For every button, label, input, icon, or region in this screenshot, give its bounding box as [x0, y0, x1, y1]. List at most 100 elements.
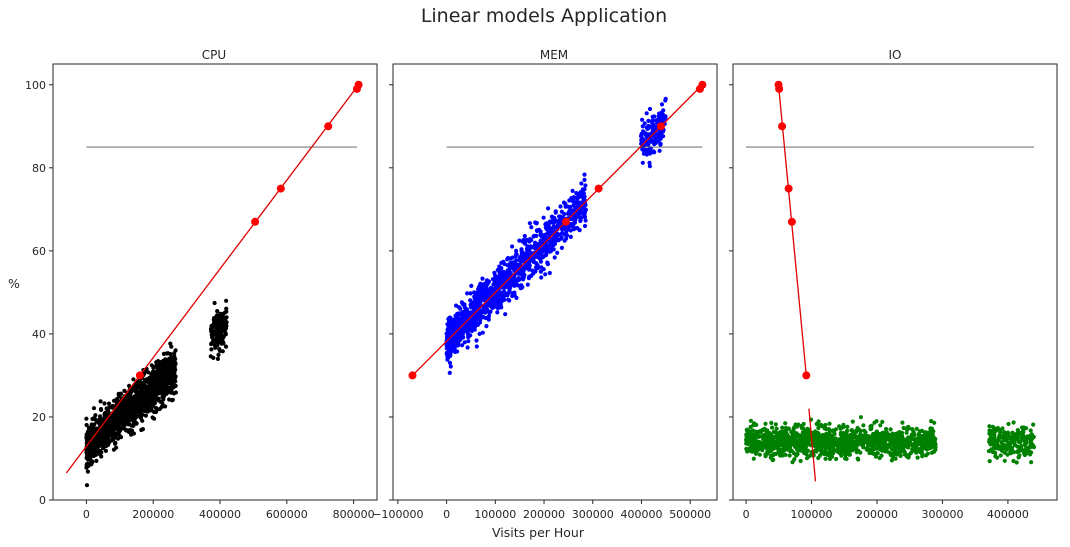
io-scatter-point — [820, 424, 825, 429]
io-scatter-point — [1018, 440, 1023, 445]
io-scatter-point — [1012, 442, 1017, 447]
cpu-scatter-point — [132, 418, 137, 423]
mem-scatter-point — [532, 233, 537, 238]
mem-scatter-point — [473, 324, 478, 329]
cpu-scatter-point — [223, 344, 229, 349]
io-scatter-point — [1019, 445, 1024, 450]
io-scatter-point — [776, 449, 781, 455]
mem-scatter-point — [541, 215, 546, 220]
mem-scatter-point — [652, 114, 657, 119]
mem-scatter-point — [448, 364, 453, 369]
mem-scatter-point — [472, 290, 477, 295]
io-scatter-point — [887, 438, 893, 443]
cpu-prediction-point — [324, 122, 333, 131]
io-scatter-point — [838, 426, 843, 431]
io-scatter-point — [771, 452, 776, 457]
mem-scatter-point — [497, 304, 502, 310]
mem-scatter-point — [460, 326, 465, 331]
cpu-scatter-point — [140, 418, 145, 423]
mem-x-tick-label: 0 — [443, 508, 450, 521]
cpu-scatter-point — [98, 399, 103, 404]
mem-scatter-point — [559, 245, 565, 250]
mem-scatter-point — [561, 200, 567, 205]
io-scatter-point — [821, 433, 826, 439]
cpu-scatter-point — [126, 403, 131, 408]
mem-scatter-point — [451, 326, 456, 331]
io-scatter-point — [1011, 458, 1016, 464]
io-scatter-point — [1019, 436, 1024, 441]
cpu-scatter-point — [133, 384, 138, 389]
io-scatter-point — [1008, 451, 1013, 456]
mem-scatter-point — [644, 125, 649, 130]
mem-prediction-point — [698, 80, 707, 89]
io-scatter-point — [1024, 426, 1029, 431]
cpu-scatter-point — [214, 316, 219, 321]
mem-scatter-point — [564, 236, 569, 241]
io-scatter-point — [894, 444, 899, 449]
io-scatter-point — [868, 424, 873, 429]
io-scatter-point — [914, 426, 919, 431]
cpu-scatter-point — [164, 360, 169, 365]
io-scatter-point — [794, 431, 799, 436]
mem-scatter-point — [552, 255, 557, 260]
cpu-scatter-point — [135, 401, 140, 406]
cpu-scatter-point — [149, 363, 154, 368]
cpu-y-tick-label: 20 — [32, 411, 46, 424]
mem-scatter-point — [457, 331, 462, 336]
mem-scatter-point — [538, 269, 544, 274]
mem-scatter-point — [519, 267, 524, 273]
cpu-scatter-point — [150, 404, 155, 409]
mem-scatter-point — [453, 313, 458, 318]
io-scatter-point — [987, 459, 992, 464]
io-scatter-point — [745, 427, 750, 432]
mem-scatter-point — [470, 304, 475, 309]
io-scatter-point — [823, 437, 829, 442]
io-scatter-point — [919, 439, 924, 444]
io-scatter-point — [990, 428, 995, 434]
mem-scatter-point — [445, 327, 450, 332]
io-scatter-point — [902, 439, 907, 444]
mem-scatter-point — [556, 238, 561, 243]
mem-scatter-point — [488, 309, 493, 314]
cpu-y-tick-label: 100 — [25, 79, 46, 92]
cpu-scatter-point — [161, 377, 166, 382]
io-scatter-point — [929, 419, 934, 424]
cpu-y-tick-label: 80 — [32, 162, 46, 175]
cpu-scatter-point — [213, 342, 218, 347]
cpu-scatter-point — [99, 454, 104, 459]
cpu-scatter-point — [84, 422, 89, 428]
cpu-panel: CPU 0 20 40 60 80 100 0 200000 400000 600000 80000… — [25, 48, 378, 521]
io-scatter-point — [803, 440, 808, 445]
io-scatter-point — [840, 435, 845, 440]
io-scatter-point — [1015, 428, 1020, 433]
io-scatter-point — [805, 448, 811, 453]
cpu-scatter-point — [168, 352, 173, 357]
io-scatter-point — [884, 431, 889, 436]
io-scatter-point — [794, 424, 800, 429]
io-scatter-point — [880, 419, 885, 424]
mem-scatter-point — [503, 312, 508, 317]
cpu-scatter-point — [142, 409, 147, 414]
io-scatter-point — [987, 431, 992, 436]
mem-scatter-point — [565, 204, 571, 209]
io-scatter-point — [770, 425, 775, 430]
mem-scatter-point — [548, 241, 553, 246]
mem-scatter-point — [657, 148, 662, 153]
cpu-scatter-point — [159, 367, 164, 372]
mem-scatter-point — [447, 370, 452, 375]
mem-scatter-point — [519, 283, 524, 288]
io-scatter-point — [817, 446, 823, 451]
cpu-scatter-point — [131, 377, 136, 382]
cpu-scatter-point — [109, 419, 114, 424]
io-fit-line — [777, 84, 807, 376]
io-scatter-point — [1029, 460, 1034, 465]
io-scatter-point — [910, 443, 916, 448]
io-scatter-point — [752, 449, 757, 454]
cpu-scatter-point — [129, 423, 134, 428]
io-scatter-point — [793, 442, 799, 447]
io-scatter-point — [894, 441, 900, 446]
mem-scatter-point — [647, 132, 652, 137]
io-scatter-point — [844, 456, 849, 461]
mem-scatter-point — [508, 261, 513, 266]
cpu-scatter-point — [173, 379, 178, 384]
